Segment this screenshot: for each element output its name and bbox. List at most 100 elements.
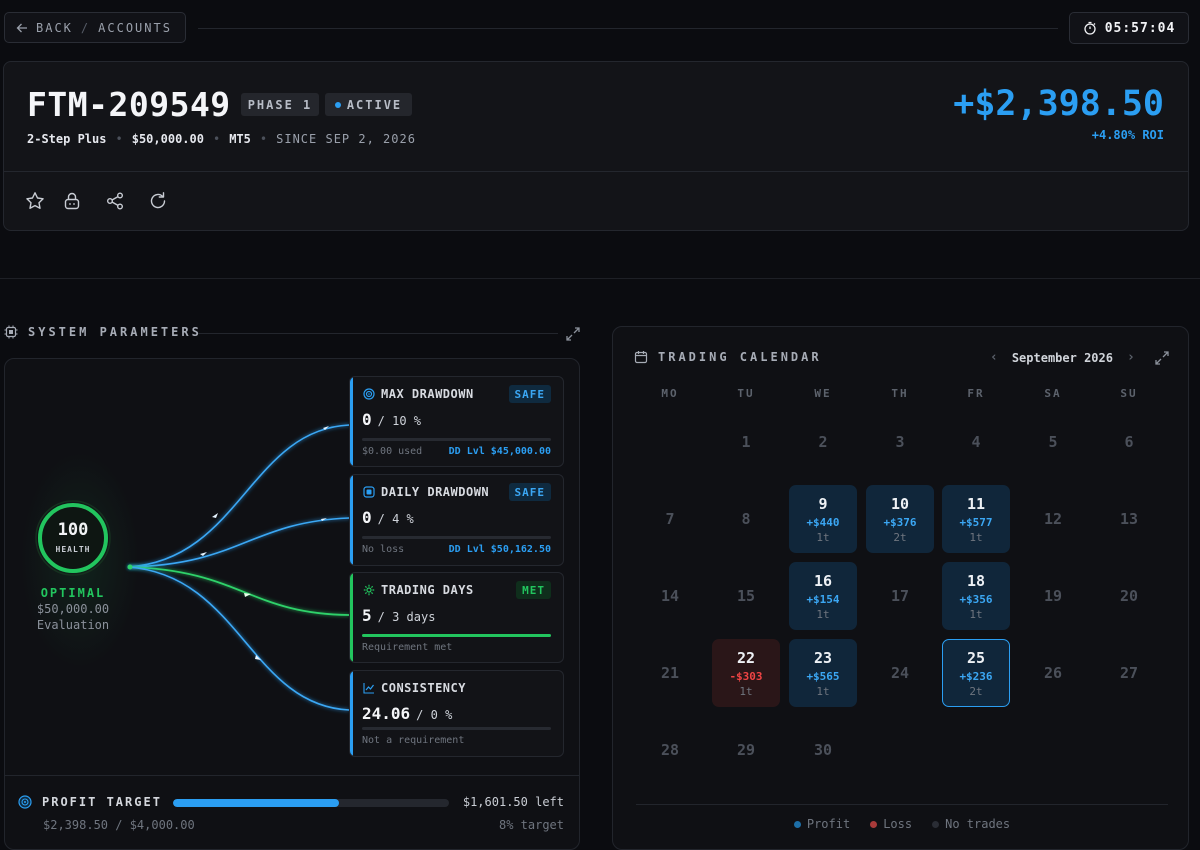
rule-current: 24.06 — [362, 704, 411, 723]
rule-value: 5 / 3 days — [362, 606, 435, 625]
rule-card-trading-days[interactable]: TRADING DAYS MET 5 / 3 days Requirement … — [349, 572, 564, 663]
system-parameters-title: SYSTEM PARAMETERS — [28, 325, 202, 339]
health-ring-progress — [38, 503, 108, 573]
calendar-day-selected[interactable]: 25 +$236 2t — [942, 639, 1010, 707]
rule-footer: $0.00 used DD Lvl $45,000.00 — [362, 446, 551, 457]
calendar-day[interactable]: 6 — [1124, 433, 1134, 451]
day-number: 18 — [966, 571, 986, 590]
calendar-day-profit[interactable]: 11 +$577 1t — [942, 485, 1010, 553]
meta-dot: • — [115, 132, 123, 146]
weekday-label: SA — [1044, 387, 1062, 400]
calendar-day[interactable]: 4 — [971, 433, 981, 451]
calendar-day[interactable]: 26 — [1043, 664, 1063, 682]
calendar-day[interactable]: 14 — [660, 587, 680, 605]
lock-icon[interactable] — [61, 190, 83, 212]
account-size: $50,000.00 — [131, 132, 204, 146]
health-ring-outer — [35, 500, 111, 576]
legend-label: No trades — [945, 817, 1011, 831]
day-trades: 1t — [969, 607, 983, 621]
calendar-day-profit[interactable]: 23 +$565 1t — [789, 639, 857, 707]
rule-card-max-drawdown[interactable]: MAX DRAWDOWN SAFE 0 / 10 % $0.00 used DD… — [349, 376, 564, 467]
profit-target-bar — [173, 799, 449, 807]
day-number: 10 — [890, 494, 910, 513]
calendar-day[interactable]: 29 — [736, 741, 756, 759]
calendar-day[interactable]: 1 — [741, 433, 751, 451]
roi-value: +4.80% ROI — [1091, 128, 1164, 142]
day-pnl: +$154 — [806, 592, 840, 606]
calendar-day[interactable]: 12 — [1043, 510, 1063, 528]
rule-value: 0 / 4 % — [362, 508, 414, 527]
rule-current: 5 — [362, 606, 372, 625]
calendar-square-icon — [363, 486, 375, 498]
calendar-nav: ‹ September 2026 › — [990, 350, 1135, 365]
expand-icon[interactable] — [1154, 350, 1170, 366]
calendar-day-profit[interactable]: 9 +$440 1t — [789, 485, 857, 553]
day-pnl: +$577 — [959, 515, 993, 529]
profit-target-percent: 8% target — [498, 818, 564, 832]
calendar-day[interactable]: 30 — [813, 741, 833, 759]
star-icon[interactable] — [24, 190, 46, 212]
weekday-label: TU — [737, 387, 755, 400]
calendar-day[interactable]: 20 — [1119, 587, 1139, 605]
chart-line-icon — [363, 683, 374, 694]
rule-foot-right: DD Lvl $50,162.50 — [448, 544, 551, 555]
day-trades: 1t — [816, 607, 830, 621]
calendar-day[interactable]: 19 — [1043, 587, 1063, 605]
refresh-icon[interactable] — [147, 190, 169, 212]
rule-title: TRADING DAYS — [381, 583, 474, 597]
profit-target-title: PROFIT TARGET — [42, 795, 162, 809]
legend-swatch — [793, 820, 801, 828]
meta-dot: • — [259, 132, 268, 146]
rule-footer: No loss DD Lvl $50,162.50 — [362, 544, 551, 555]
platform: MT5 — [229, 132, 251, 146]
calendar-day[interactable]: 15 — [736, 587, 756, 605]
calendar-day[interactable]: 13 — [1119, 510, 1139, 528]
system-parameters-header: SYSTEM PARAMETERS — [4, 325, 202, 339]
calendar-day-loss[interactable]: 22 -$303 1t — [712, 639, 780, 707]
rule-progress-bar — [362, 634, 551, 637]
calendar-icon — [634, 351, 648, 364]
rule-limit: / 10 % — [377, 414, 421, 428]
health-score: 100 — [57, 520, 89, 540]
rule-accent — [350, 573, 353, 662]
rule-card-daily-drawdown[interactable]: DAILY DRAWDOWN SAFE 0 / 4 % No loss DD L… — [349, 474, 564, 566]
day-number: 22 — [736, 648, 756, 667]
calendar-day-profit[interactable]: 10 +$376 2t — [866, 485, 934, 553]
rule-title: CONSISTENCY — [381, 681, 466, 695]
calendar-day[interactable]: 3 — [895, 433, 905, 451]
target-icon — [363, 388, 375, 400]
trading-calendar-card — [612, 326, 1189, 850]
calendar-day[interactable]: 24 — [890, 664, 910, 682]
calendar-day[interactable]: 27 — [1119, 664, 1139, 682]
calendar-day[interactable]: 21 — [660, 664, 680, 682]
status-badge: ACTIVE — [325, 93, 412, 116]
day-trades: 1t — [969, 530, 983, 544]
legend-label: Profit — [806, 817, 851, 831]
calendar-day-profit[interactable]: 18 +$356 1t — [942, 562, 1010, 630]
calendar-day[interactable]: 2 — [818, 433, 828, 451]
back-button[interactable]: BACK / ACCOUNTS — [4, 12, 186, 43]
system-header-line — [198, 333, 558, 334]
calendar-day[interactable]: 8 — [741, 510, 751, 528]
weekday-label: FR — [967, 387, 985, 400]
calendar-day[interactable]: 17 — [890, 587, 910, 605]
calendar-day[interactable]: 5 — [1048, 433, 1058, 451]
rule-connections — [35, 423, 350, 712]
calendar-divider — [636, 804, 1168, 805]
rule-status-badge: MET — [516, 581, 551, 599]
chevron-left-icon[interactable]: ‹ — [990, 350, 998, 365]
expand-icon[interactable] — [565, 326, 581, 342]
weekday-label: SU — [1120, 387, 1138, 400]
rule-progress-bar — [362, 727, 551, 730]
calendar-day-profit[interactable]: 16 +$154 1t — [789, 562, 857, 630]
calendar-day[interactable]: 7 — [665, 510, 675, 528]
rule-footer: Not a requirement — [362, 735, 551, 746]
rule-foot-left: No loss — [362, 544, 405, 555]
rule-card-consistency[interactable]: CONSISTENCY 24.06 / 0 % Not a requiremen… — [349, 670, 564, 757]
chevron-right-icon[interactable]: › — [1126, 350, 1135, 365]
rule-status-badge: SAFE — [508, 483, 551, 501]
share-icon[interactable] — [104, 190, 126, 212]
breadcrumb-separator: / — [80, 20, 91, 35]
calendar-day[interactable]: 28 — [660, 741, 680, 759]
rule-current: 0 — [362, 508, 372, 527]
